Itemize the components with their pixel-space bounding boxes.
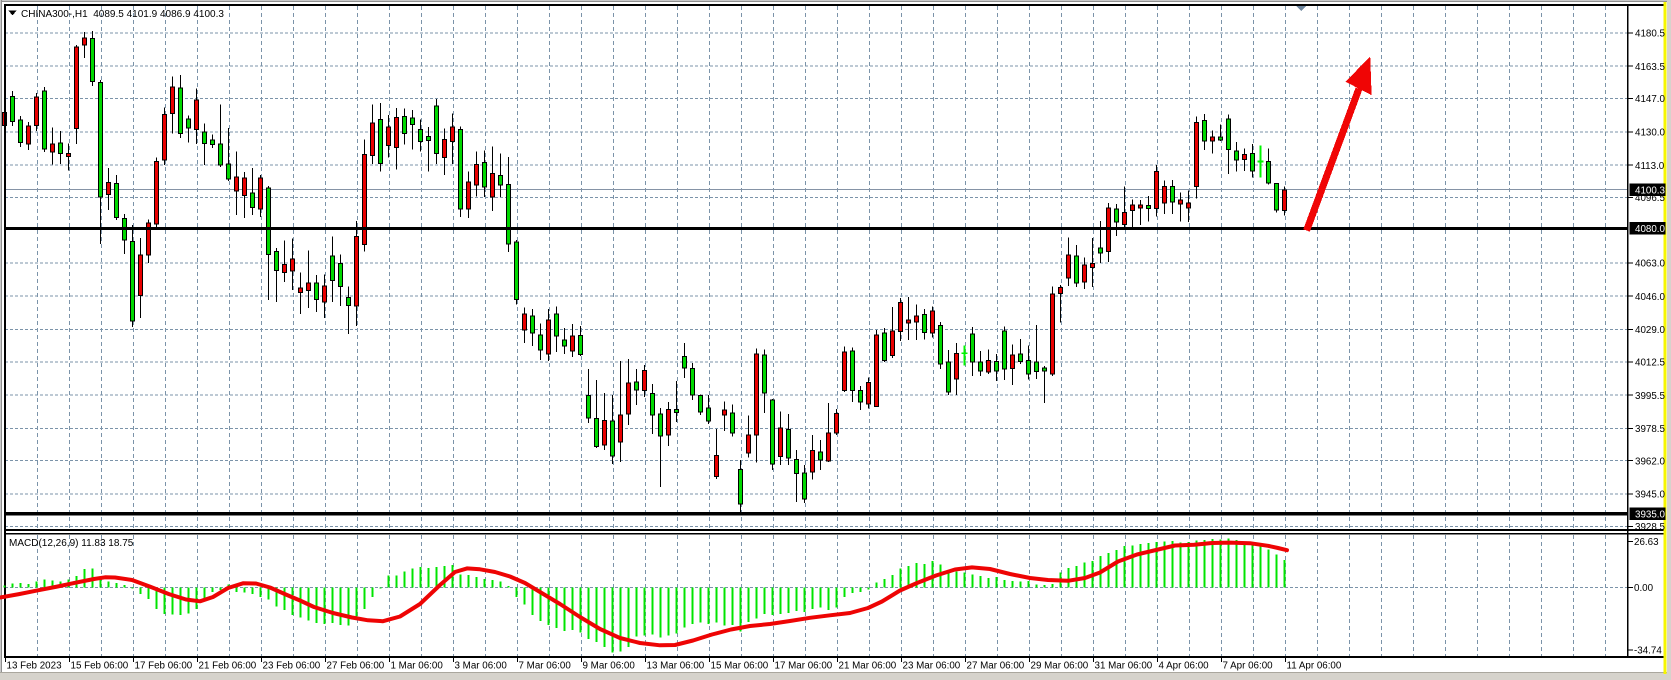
svg-text:27 Mar 06:00: 27 Mar 06:00 [967,661,1025,672]
svg-text:23 Feb 06:00: 23 Feb 06:00 [263,661,321,672]
svg-text:13 Mar 06:00: 13 Mar 06:00 [647,661,705,672]
svg-text:3928.5: 3928.5 [1635,522,1666,533]
svg-text:4063.0: 4063.0 [1635,259,1666,270]
svg-text:4130.0: 4130.0 [1635,128,1666,139]
svg-text:4029.0: 4029.0 [1635,325,1666,336]
svg-text:4046.0: 4046.0 [1635,292,1666,303]
svg-text:3978.5: 3978.5 [1635,424,1666,435]
svg-text:0.00: 0.00 [1634,583,1654,594]
svg-text:7 Mar 06:00: 7 Mar 06:00 [519,661,572,672]
svg-text:-34.74: -34.74 [1634,646,1662,657]
svg-text:3945.0: 3945.0 [1635,490,1666,501]
svg-text:7 Apr 06:00: 7 Apr 06:00 [1223,661,1274,672]
svg-text:4 Apr 06:00: 4 Apr 06:00 [1159,661,1210,672]
svg-text:4012.5: 4012.5 [1635,358,1666,369]
svg-text:3935.0: 3935.0 [1635,509,1666,520]
svg-text:4100.3: 4100.3 [1635,186,1666,197]
svg-text:31 Mar 06:00: 31 Mar 06:00 [1095,661,1153,672]
svg-text:17 Mar 06:00: 17 Mar 06:00 [775,661,833,672]
svg-text:17 Feb 06:00: 17 Feb 06:00 [135,661,193,672]
svg-text:27 Feb 06:00: 27 Feb 06:00 [327,661,385,672]
svg-text:9 Mar 06:00: 9 Mar 06:00 [583,661,636,672]
svg-text:1 Mar 06:00: 1 Mar 06:00 [391,661,444,672]
svg-text:15 Feb 06:00: 15 Feb 06:00 [71,661,129,672]
svg-text:21 Feb 06:00: 21 Feb 06:00 [199,661,257,672]
svg-text:3962.0: 3962.0 [1635,456,1666,467]
svg-text:23 Mar 06:00: 23 Mar 06:00 [903,661,961,672]
svg-text:4147.0: 4147.0 [1635,94,1666,105]
svg-text:11 Apr 06:00: 11 Apr 06:00 [1287,661,1342,672]
svg-text:4180.5: 4180.5 [1635,29,1666,40]
svg-text:4096.5: 4096.5 [1635,193,1666,204]
svg-text:13 Feb 2023: 13 Feb 2023 [7,661,63,672]
svg-text:21 Mar 06:00: 21 Mar 06:00 [839,661,897,672]
svg-text:MACD(12,26,9) 11.83 18.75: MACD(12,26,9) 11.83 18.75 [9,538,134,549]
svg-text:4163.5: 4163.5 [1635,62,1666,73]
svg-text:15 Mar 06:00: 15 Mar 06:00 [711,661,769,672]
svg-text:29 Mar 06:00: 29 Mar 06:00 [1031,661,1089,672]
svg-text:4113.0: 4113.0 [1635,161,1665,172]
svg-text:CHINA300-,H1 4089.5 4101.9 40: CHINA300-,H1 4089.5 4101.9 4086.9 4100.3 [21,9,224,20]
svg-text:26.63: 26.63 [1634,537,1659,548]
svg-text:4080.0: 4080.0 [1635,224,1666,235]
svg-text:3995.5: 3995.5 [1635,391,1666,402]
svg-text:3 Mar 06:00: 3 Mar 06:00 [455,661,508,672]
